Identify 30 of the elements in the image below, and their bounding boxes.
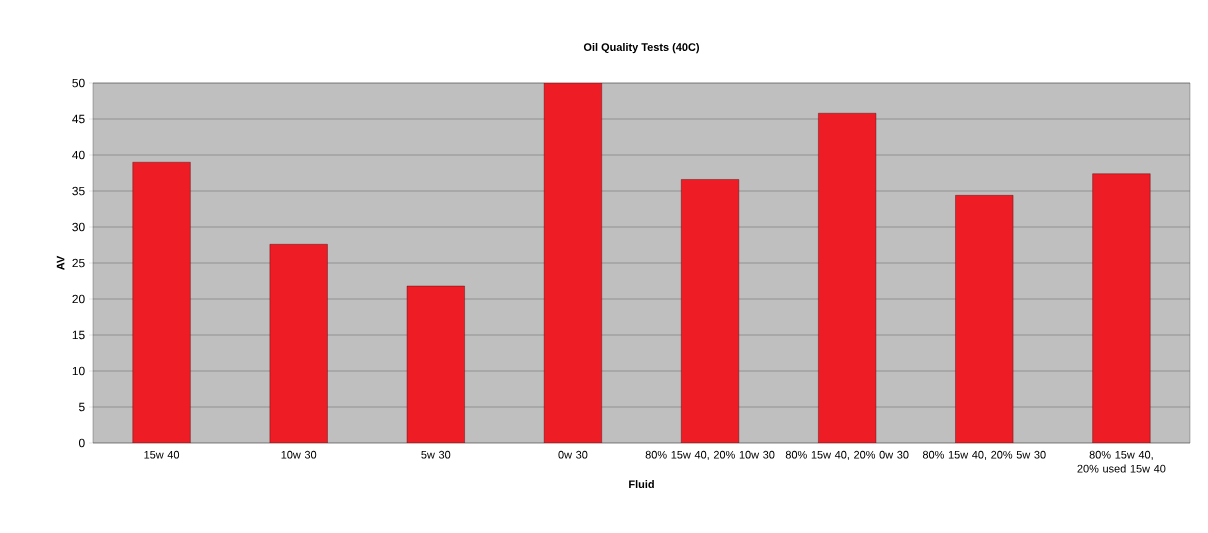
bar (681, 179, 740, 443)
y-tick-label: 20 (72, 294, 85, 304)
y-tick-label: 15 (72, 330, 85, 340)
x-tick-label: 80% 15w 40, 20% 0w 30 (785, 450, 909, 460)
bar (132, 162, 191, 443)
bar (1092, 173, 1151, 443)
x-tick-label: 15w 40 (144, 450, 180, 459)
bar (543, 83, 602, 443)
bar (818, 113, 877, 443)
y-tick-label: 35 (72, 186, 85, 196)
x-tick-label: 80% 15w 40, 20% 5w 30 (922, 450, 1046, 460)
y-tick-label: 25 (72, 258, 85, 268)
y-tick-label: 5 (78, 402, 85, 412)
x-tick-label: 5w 30 (421, 450, 451, 459)
y-axis-title: AV (56, 255, 65, 270)
bar (269, 244, 328, 443)
y-tick-label: 0 (78, 438, 85, 448)
chart-title: Oil Quality Tests (40C) (583, 42, 699, 54)
x-tick-label: 0w 30 (558, 450, 588, 459)
y-tick-label: 40 (72, 150, 85, 160)
x-tick-label: 80% 15w 40, 20% used 15w 40 (1077, 450, 1166, 473)
bar (955, 195, 1014, 443)
y-tick-label: 30 (72, 222, 85, 232)
x-tick-label: 10w 30 (281, 450, 317, 459)
y-tick-label: 50 (72, 78, 85, 88)
x-tick-label: 80% 15w 40, 20% 10w 30 (645, 450, 775, 460)
x-axis-title: Fluid (629, 480, 654, 489)
y-tick-label: 45 (72, 114, 85, 124)
bar (406, 285, 465, 443)
y-tick-label: 10 (72, 366, 85, 376)
